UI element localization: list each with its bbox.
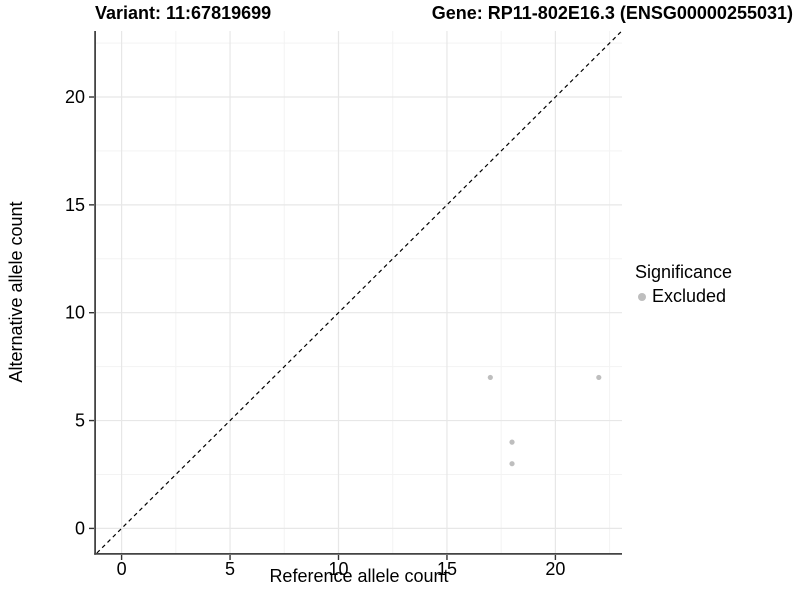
y-tick-label: 10 xyxy=(65,303,85,323)
data-point xyxy=(509,439,515,445)
x-tick-label: 20 xyxy=(545,559,565,579)
y-tick-label: 0 xyxy=(75,518,85,538)
data-point xyxy=(487,374,493,381)
y-axis-title: Alternative allele count xyxy=(6,201,26,383)
identity-line xyxy=(96,30,623,554)
x-tick-label: 15 xyxy=(437,559,457,579)
y-tick-label: 15 xyxy=(65,195,85,215)
legend-key-dot xyxy=(638,292,646,301)
variant-title: Variant: 11:67819699 xyxy=(95,3,272,23)
legend: Significance Excluded xyxy=(635,262,732,307)
legend-entry-label: Excluded xyxy=(652,286,727,306)
x-tick-label: 10 xyxy=(328,559,348,579)
data-point xyxy=(596,374,602,381)
x-tick-label: 0 xyxy=(117,559,127,579)
gene-title: Gene: RP11-802E16.3 (ENSG00000255031) xyxy=(431,3,793,23)
y-tick-label: 20 xyxy=(65,87,85,107)
data-point xyxy=(509,461,515,467)
legend-entry-excluded: Excluded xyxy=(635,286,732,307)
x-axis-title: Reference allele count xyxy=(269,566,449,586)
legend-title: Significance xyxy=(635,262,733,282)
y-tick-label: 5 xyxy=(75,411,85,431)
x-tick-label: 5 xyxy=(225,559,235,579)
